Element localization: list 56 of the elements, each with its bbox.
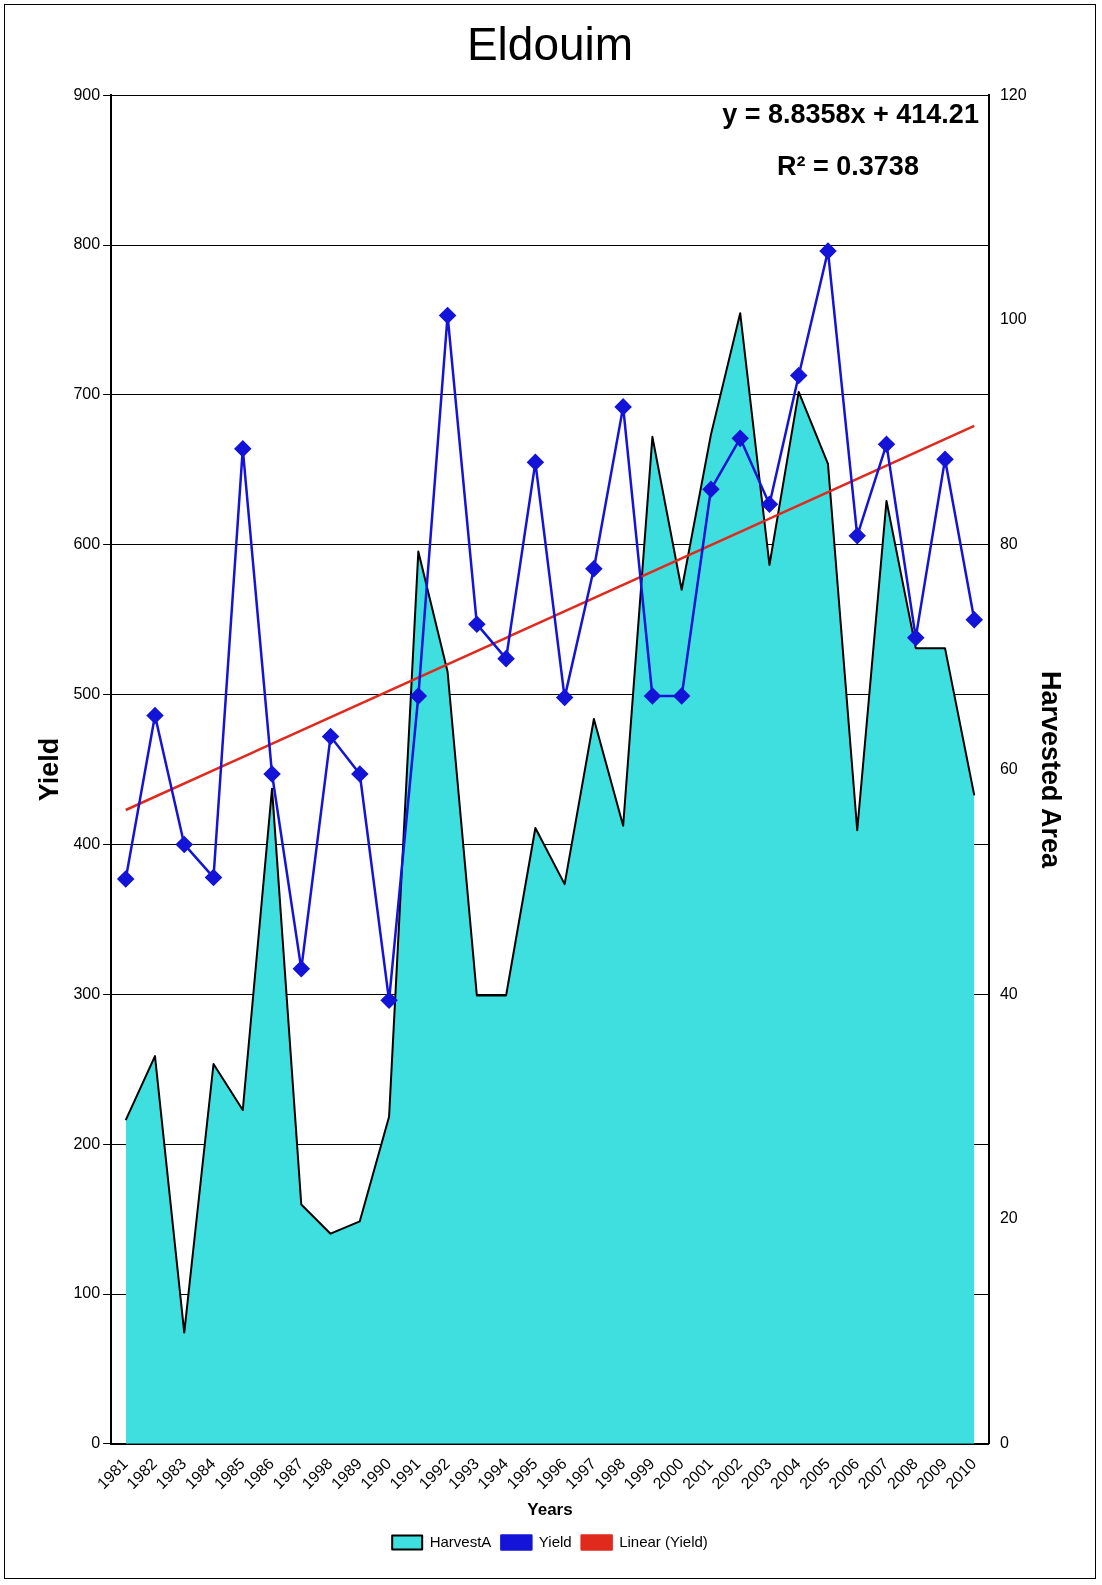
point	[761, 496, 778, 513]
chart-title: Eldouim	[466, 18, 634, 71]
point	[234, 440, 252, 458]
y-axis-title: Yield	[33, 737, 64, 802]
point	[936, 451, 954, 468]
point	[673, 687, 690, 705]
point	[644, 687, 661, 705]
y2-tick-label: 40	[999, 984, 1018, 1002]
y-tick-label: 300	[73, 984, 101, 1002]
point	[176, 836, 193, 853]
point	[205, 869, 222, 886]
point	[293, 960, 310, 978]
point	[819, 242, 837, 260]
point	[263, 765, 281, 783]
y2-tick-label: 0	[999, 1434, 1009, 1452]
y-tick-label: 600	[73, 535, 101, 553]
point	[497, 650, 515, 667]
y2-tick-label: 20	[999, 1209, 1018, 1227]
y2-tick-label: 60	[999, 759, 1018, 777]
point	[146, 707, 164, 724]
legend-label: Linear (Yield)	[619, 1532, 708, 1550]
point	[410, 687, 427, 705]
y2-tick-label: 80	[999, 535, 1018, 553]
point	[848, 527, 866, 545]
y2-tick-label: 100	[999, 310, 1027, 328]
point	[966, 611, 983, 628]
y-tick-label: 0	[91, 1434, 101, 1452]
point	[439, 307, 456, 324]
point	[702, 481, 720, 498]
point	[322, 728, 339, 745]
point	[556, 689, 573, 706]
y-tick-label: 400	[73, 834, 101, 852]
legend-label: HarvestA	[429, 1532, 492, 1550]
point	[380, 992, 398, 1009]
y-tick-label: 700	[73, 385, 101, 403]
y-tick-label: 500	[73, 685, 101, 703]
point	[790, 367, 807, 384]
y-tick-label: 200	[73, 1134, 101, 1152]
y-tick-label: 900	[73, 85, 101, 103]
point	[878, 436, 895, 453]
point	[527, 454, 544, 471]
point	[907, 629, 924, 646]
annotation: y = 8.8358x + 414.21	[722, 98, 979, 129]
point	[614, 398, 632, 416]
point	[585, 560, 603, 577]
y-tick-label: 100	[73, 1284, 101, 1302]
y-tick-label: 800	[73, 235, 101, 253]
point	[468, 615, 486, 633]
point	[731, 430, 749, 447]
legend-label: Yield	[538, 1532, 572, 1550]
x-axis-title: Years	[527, 1500, 573, 1520]
y2-tick-label: 120	[999, 85, 1027, 103]
point	[351, 765, 369, 783]
y2-axis-title: Harvested Area	[1036, 670, 1067, 870]
annotation: R² = 0.3738	[777, 150, 919, 181]
point	[117, 870, 134, 888]
